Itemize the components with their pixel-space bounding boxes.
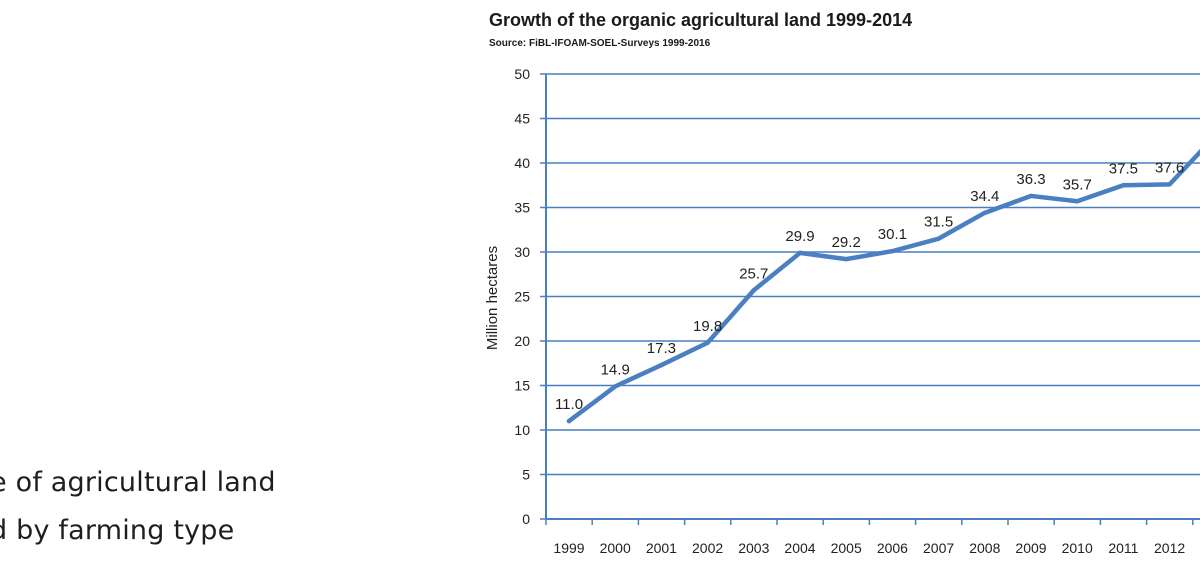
x-tick-label-2008: 2008 bbox=[969, 540, 1000, 556]
y-tick-label-30: 30 bbox=[514, 244, 530, 260]
y-tick-label-15: 15 bbox=[514, 378, 530, 394]
data-labels: 11.0 14.9 17.3 19.8 25.7 29.9 29.2 30.1 31.5 34.4… bbox=[555, 159, 1184, 413]
data-point-1999 bbox=[566, 418, 572, 424]
x-tick-label-2007: 2007 bbox=[923, 540, 954, 556]
data-label-2000: 14.9 bbox=[601, 361, 630, 378]
x-tick-labels: 1999 2000 2001 2002 2003 2004 2005 2006 2007 2008… bbox=[553, 540, 1185, 556]
chart-title: Growth of the organic agricultural land … bbox=[489, 10, 913, 30]
data-label-2012: 37.6 bbox=[1155, 159, 1184, 176]
data-point-2000 bbox=[613, 384, 618, 389]
data-label-2001: 17.3 bbox=[647, 340, 676, 357]
x-tick-label-2000: 2000 bbox=[600, 540, 631, 556]
data-point-2002 bbox=[705, 340, 710, 345]
x-tick-label-2003: 2003 bbox=[738, 540, 769, 556]
data-point-2008 bbox=[982, 210, 987, 216]
data-label-2004: 29.9 bbox=[785, 228, 814, 245]
x-tick-label-2004: 2004 bbox=[784, 540, 815, 556]
side-text-line-2: d by farming type bbox=[0, 515, 235, 546]
x-tick-label-2012: 2012 bbox=[1154, 540, 1185, 556]
data-point-2005 bbox=[844, 256, 849, 262]
data-point-2012 bbox=[1167, 182, 1172, 187]
data-point-2004 bbox=[797, 250, 803, 256]
y-tick-label-25: 25 bbox=[514, 289, 530, 305]
series-line-0 bbox=[566, 148, 1200, 424]
x-tick-label-1999: 1999 bbox=[553, 540, 584, 556]
data-label-2011: 37.5 bbox=[1109, 160, 1138, 177]
data-label-2010: 35.7 bbox=[1063, 176, 1092, 193]
x-tick-label-2002: 2002 bbox=[692, 540, 723, 556]
y-axis-label: Million hectares bbox=[484, 246, 501, 350]
x-tick-label-2006: 2006 bbox=[877, 540, 908, 556]
y-tick-label-10: 10 bbox=[514, 422, 530, 438]
data-label-2008: 34.4 bbox=[970, 188, 999, 205]
data-label-2007: 31.5 bbox=[924, 214, 953, 231]
y-tick-label-50: 50 bbox=[514, 66, 530, 82]
data-point-2003 bbox=[751, 288, 756, 293]
y-tick-label-20: 20 bbox=[514, 333, 530, 349]
y-tick-label-40: 40 bbox=[514, 155, 530, 171]
data-label-2009: 36.3 bbox=[1016, 171, 1045, 188]
x-tick-label-2009: 2009 bbox=[1015, 540, 1046, 556]
data-point-2010 bbox=[1075, 199, 1080, 204]
series-lines bbox=[566, 148, 1200, 424]
y-tick-label-0: 0 bbox=[522, 511, 530, 527]
data-label-1999: 11.0 bbox=[555, 396, 583, 413]
grid-lines bbox=[546, 73, 1200, 476]
data-point-2006 bbox=[890, 248, 895, 254]
data-label-2005: 29.2 bbox=[832, 234, 861, 251]
data-label-2002: 19.8 bbox=[693, 318, 722, 335]
data-point-2009 bbox=[1028, 193, 1034, 199]
data-point-2001 bbox=[659, 362, 664, 368]
data-point-2011 bbox=[1121, 183, 1126, 188]
x-tick-label-2005: 2005 bbox=[831, 540, 862, 556]
data-label-2006: 30.1 bbox=[878, 226, 907, 243]
data-label-2003: 25.7 bbox=[739, 265, 768, 282]
y-tick-label-5: 5 bbox=[522, 467, 530, 483]
y-tick-labels: 0 5 10 15 20 25 30 35 40 45 50 bbox=[514, 66, 530, 527]
side-text-line-1: e of agricultural land bbox=[0, 467, 276, 498]
x-tick-label-2001: 2001 bbox=[646, 540, 677, 556]
axes bbox=[540, 73, 1200, 525]
x-tick-label-2010: 2010 bbox=[1062, 540, 1093, 556]
data-point-2007 bbox=[936, 236, 941, 241]
chart-subtitle: Source: FiBL-IFOAM-SOEL-Surveys 1999-201… bbox=[489, 38, 711, 49]
y-tick-label-35: 35 bbox=[514, 200, 530, 216]
x-tick-label-2011: 2011 bbox=[1108, 540, 1138, 556]
y-tick-label-45: 45 bbox=[514, 111, 530, 127]
